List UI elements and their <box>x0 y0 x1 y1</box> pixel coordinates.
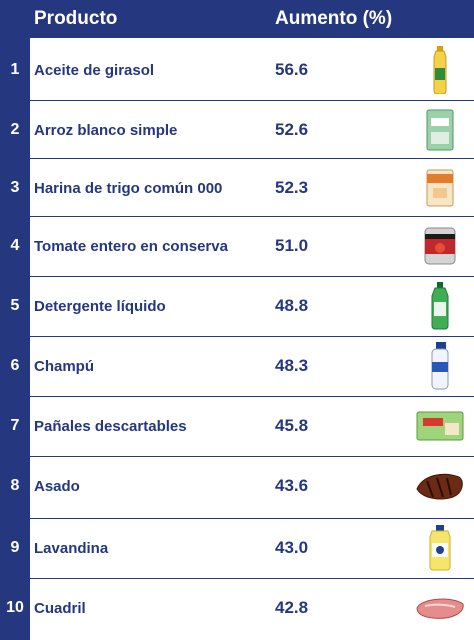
rank-number: 9 <box>10 539 20 556</box>
table-row: 4 Tomate entero en conserva 51.0 <box>0 216 474 276</box>
ribs-meat-icon <box>410 461 470 511</box>
row-divider <box>30 216 474 217</box>
diapers-pack-icon <box>410 401 470 451</box>
header-product: Producto <box>34 8 118 29</box>
tomato-can-icon <box>410 221 470 271</box>
row-divider <box>30 456 474 457</box>
rank-column <box>0 38 30 640</box>
detergent-bottle-icon <box>410 281 470 331</box>
table-row: 10 Cuadril 42.8 <box>0 578 474 638</box>
increase-value: 43.0 <box>275 538 309 557</box>
rank-number: 1 <box>10 61 20 78</box>
rank-number: 8 <box>10 477 20 494</box>
increase-value: 52.3 <box>275 178 309 197</box>
flour-bag-icon <box>410 163 470 213</box>
oil-bottle-icon <box>410 45 470 95</box>
increase-value: 51.0 <box>275 236 309 255</box>
increase-value: 43.6 <box>275 476 309 495</box>
row-divider <box>30 158 474 159</box>
rank-number: 6 <box>10 357 20 374</box>
increase-value: 48.8 <box>275 296 309 315</box>
table-row: 3 Harina de trigo común 000 52.3 <box>0 158 474 218</box>
increase-value: 42.8 <box>275 598 309 617</box>
table-row: 5 Detergente líquido 48.8 <box>0 276 474 336</box>
increase-value: 48.3 <box>275 356 309 375</box>
rank-number: 4 <box>10 237 20 254</box>
table-row: 6 Champú 48.3 <box>0 336 474 396</box>
header-increase: Aumento (%) <box>275 8 393 29</box>
rank-number: 3 <box>10 179 20 196</box>
increase-value: 56.6 <box>275 60 309 79</box>
table-row: 1 Aceite de girasol 56.6 <box>0 40 474 100</box>
table-header: Producto Aumento (%) <box>0 0 474 38</box>
rank-number: 7 <box>10 417 20 434</box>
rank-number: 2 <box>10 121 20 138</box>
table-row: 2 Arroz blanco simple 52.6 <box>0 100 474 160</box>
product-name: Arroz blanco simple <box>34 121 178 139</box>
row-divider <box>30 578 474 579</box>
product-name: Detergente líquido <box>34 297 166 315</box>
shampoo-bottle-icon <box>410 341 470 391</box>
product-name: Aceite de girasol <box>34 61 155 79</box>
increase-value: 52.6 <box>275 120 309 139</box>
bleach-bottle-icon <box>410 523 470 573</box>
row-divider <box>30 100 474 101</box>
rank-number: 10 <box>6 599 24 616</box>
product-name: Champú <box>34 357 94 375</box>
table-row: 8 Asado 43.6 <box>0 456 474 516</box>
product-name: Pañales descartables <box>34 417 187 435</box>
row-divider <box>30 276 474 277</box>
rank-number: 5 <box>10 297 20 314</box>
row-divider <box>30 336 474 337</box>
table-row: 7 Pañales descartables 45.8 <box>0 396 474 456</box>
table-row: 9 Lavandina 43.0 <box>0 518 474 578</box>
product-name: Cuadril <box>34 599 86 617</box>
row-divider <box>30 396 474 397</box>
row-divider <box>30 518 474 519</box>
product-name: Harina de trigo común 000 <box>34 179 223 197</box>
product-name: Asado <box>34 477 80 495</box>
increase-value: 45.8 <box>275 416 309 435</box>
product-name: Lavandina <box>34 539 109 557</box>
product-name: Tomate entero en conserva <box>34 237 228 255</box>
beef-cut-icon <box>410 583 470 633</box>
rice-bag-icon <box>410 105 470 155</box>
